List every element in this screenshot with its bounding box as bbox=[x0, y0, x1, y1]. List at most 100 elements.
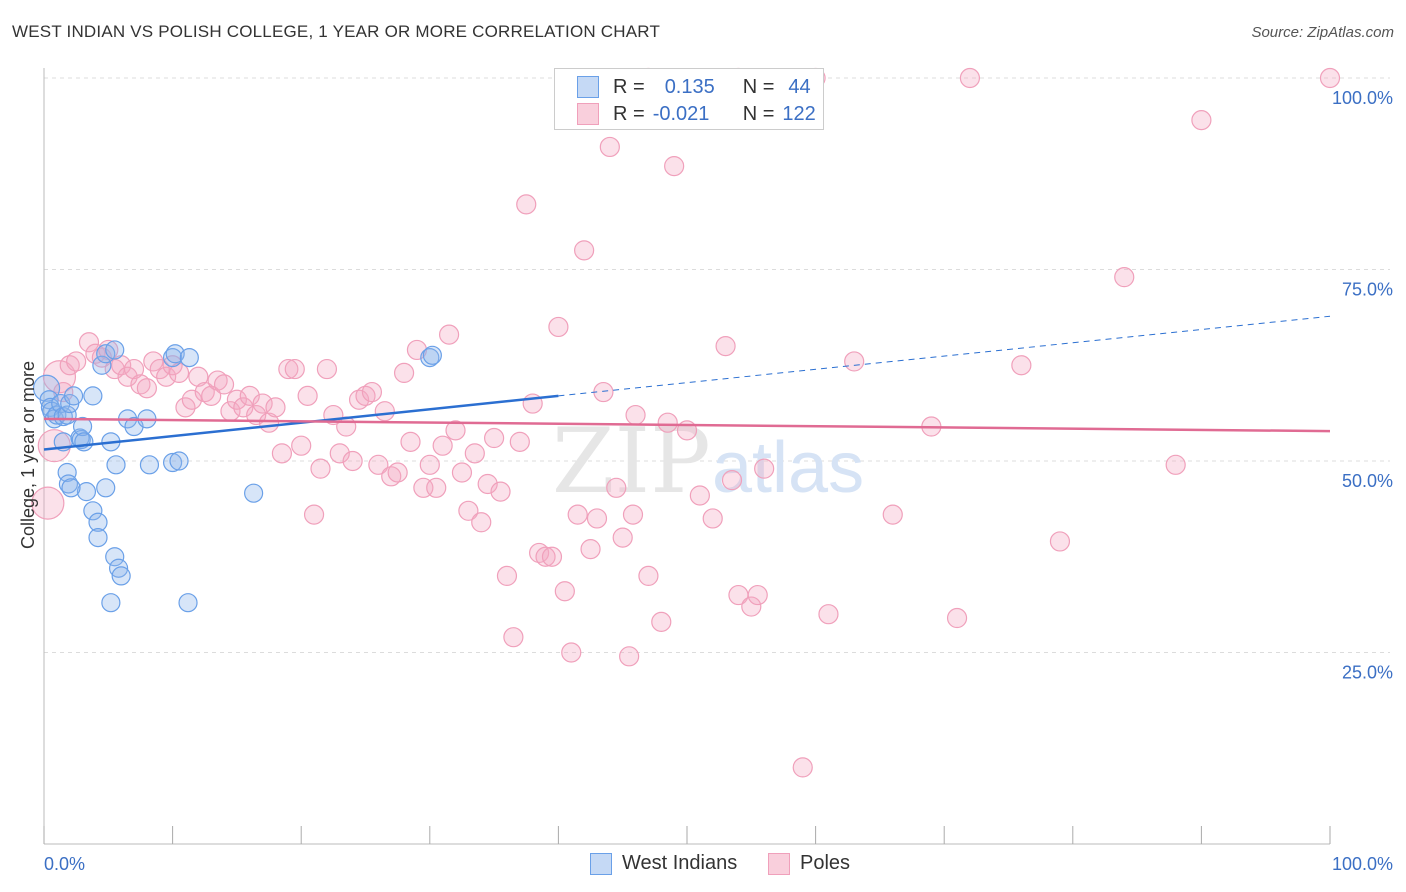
poles-point bbox=[959, 67, 981, 89]
poles-point bbox=[754, 458, 775, 479]
poles-point bbox=[606, 477, 627, 498]
poles-point bbox=[516, 194, 537, 215]
poles-point bbox=[1011, 355, 1032, 376]
poles-point bbox=[471, 512, 492, 533]
poles-point bbox=[136, 378, 157, 399]
poles-point bbox=[651, 611, 672, 632]
west-indians-point bbox=[83, 501, 103, 521]
poles-point bbox=[844, 351, 865, 372]
west-indians-point bbox=[105, 547, 125, 567]
west-indians-point bbox=[70, 428, 90, 448]
poles-point bbox=[882, 504, 903, 525]
poles-point bbox=[503, 627, 524, 648]
poles-point bbox=[400, 431, 421, 452]
poles-point bbox=[792, 757, 813, 778]
poles-point bbox=[561, 642, 582, 663]
poles-point bbox=[329, 443, 350, 464]
y-tick-label: 75.0% bbox=[1342, 280, 1393, 300]
legend-item-west-indians[interactable]: West Indians bbox=[590, 852, 737, 875]
poles-point bbox=[291, 435, 312, 456]
poles-point bbox=[201, 385, 222, 406]
west-indians-point bbox=[179, 347, 199, 368]
grid bbox=[44, 77, 1390, 653]
legend-label-poles: Poles bbox=[800, 852, 851, 874]
poles-point bbox=[657, 412, 678, 433]
poles-point bbox=[554, 581, 575, 602]
west-indians-trend-extension bbox=[558, 315, 1331, 397]
watermark-atlas: atlas bbox=[712, 428, 864, 508]
poles-point bbox=[233, 397, 254, 418]
poles-point bbox=[432, 435, 453, 456]
poles-point bbox=[31, 486, 65, 520]
legend-label-west-indians: West Indians bbox=[622, 852, 738, 874]
legend-n-value: 44 bbox=[788, 75, 811, 98]
poles-point bbox=[368, 454, 389, 475]
poles-point bbox=[574, 240, 595, 261]
west-indians-point bbox=[83, 386, 103, 406]
poles-point bbox=[361, 381, 383, 403]
poles-trend bbox=[43, 417, 1331, 433]
legend-r-label: R = bbox=[613, 102, 645, 125]
poles-point bbox=[529, 542, 550, 564]
poles-point bbox=[278, 358, 299, 380]
west-indians-trend bbox=[43, 394, 559, 451]
poles-point bbox=[721, 470, 743, 491]
poles-point bbox=[622, 504, 644, 525]
poles-point bbox=[477, 473, 498, 495]
legend-n-value: 122 bbox=[782, 102, 816, 125]
poles-point bbox=[284, 358, 305, 380]
tick-labels: 100.0% 75.0% 50.0% 25.0% 0.0% 100.0% bbox=[44, 88, 1393, 874]
poles-point bbox=[316, 358, 338, 380]
poles-point bbox=[1049, 531, 1071, 552]
legend-row-west-indians: R = 0.135 N = 44 bbox=[577, 75, 811, 99]
poles-point bbox=[490, 481, 511, 502]
west-indians-point bbox=[106, 455, 126, 475]
west-indians-point bbox=[111, 566, 131, 586]
poles-point bbox=[303, 504, 325, 525]
poles-point bbox=[310, 458, 331, 479]
poles-point bbox=[548, 316, 569, 338]
poles-point bbox=[741, 596, 762, 617]
poles-point bbox=[85, 343, 106, 364]
poles-point bbox=[188, 366, 209, 387]
legend-swatch-pink bbox=[577, 103, 599, 125]
poles-point bbox=[1319, 67, 1341, 89]
watermark: ZIP atlas bbox=[552, 409, 864, 514]
west-indians-point bbox=[163, 452, 183, 473]
poles-point bbox=[496, 565, 518, 587]
y-tick-label: 25.0% bbox=[1342, 663, 1393, 683]
west-indians-point bbox=[72, 416, 93, 437]
y-tick-label: 50.0% bbox=[1342, 471, 1393, 491]
poles-point bbox=[419, 454, 440, 475]
poles-point bbox=[213, 374, 235, 395]
x-tick-label: 0.0% bbox=[44, 854, 85, 874]
poles-point bbox=[638, 565, 659, 587]
legend-item-poles[interactable]: Poles bbox=[768, 852, 850, 875]
poles-point bbox=[509, 431, 530, 452]
series-legend: West Indians Poles bbox=[0, 852, 1406, 878]
legend-swatch-blue bbox=[590, 852, 612, 875]
poles-point bbox=[702, 508, 723, 529]
west-indians-point bbox=[63, 386, 84, 406]
legend-row-poles: R = -0.021 N = 122 bbox=[577, 102, 816, 126]
poles-point bbox=[1165, 454, 1186, 475]
poles-point bbox=[438, 324, 460, 345]
poles-point bbox=[342, 450, 363, 472]
poles-point bbox=[265, 397, 286, 418]
legend-swatch-blue bbox=[577, 76, 599, 98]
poles-point bbox=[194, 381, 215, 403]
west-indians-point bbox=[76, 482, 97, 502]
poles-point bbox=[181, 389, 202, 410]
chart-title: WEST INDIAN VS POLISH COLLEGE, 1 YEAR OR… bbox=[12, 22, 661, 41]
west-indians-point bbox=[169, 451, 189, 471]
poles-point bbox=[535, 546, 556, 567]
legend-r-label: R = bbox=[613, 75, 645, 98]
west-indians-point bbox=[96, 478, 116, 498]
poles-point bbox=[612, 527, 633, 548]
x-tick-label: 100.0% bbox=[1332, 854, 1393, 874]
poles-point bbox=[297, 385, 318, 406]
poles-point bbox=[445, 420, 466, 441]
poles-point bbox=[42, 360, 77, 394]
poles-point bbox=[393, 362, 415, 384]
poles-point bbox=[252, 393, 273, 414]
